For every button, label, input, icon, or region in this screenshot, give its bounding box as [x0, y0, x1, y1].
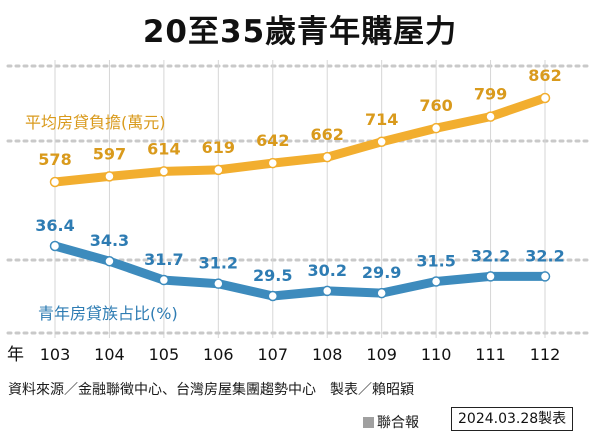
point-share-105 [158, 274, 170, 286]
value-label-mortgage-105: 614 [147, 139, 180, 158]
x-tick-107: 107 [258, 345, 289, 364]
value-label-mortgage-106: 619 [202, 138, 235, 157]
date-stamp: 2024.03.28製表 [451, 407, 574, 431]
value-label-share-103: 36.4 [35, 216, 74, 235]
point-mortgage-110 [430, 122, 442, 134]
publisher-square-icon [363, 416, 374, 428]
point-share-103 [49, 240, 61, 252]
x-tick-110: 110 [421, 345, 452, 364]
point-share-107 [267, 290, 279, 302]
value-label-share-106: 31.2 [199, 254, 238, 273]
value-label-mortgage-110: 760 [419, 96, 452, 115]
series-line-share [50, 241, 550, 301]
value-label-mortgage-107: 642 [256, 131, 289, 150]
value-label-mortgage-104: 597 [93, 144, 126, 163]
source-note: 資料來源／金融聯徵中心、台灣房屋集團趨勢中心 製表／賴昭穎 [8, 382, 414, 398]
x-tick-108: 108 [312, 345, 343, 364]
x-tick-111: 111 [475, 345, 506, 364]
chart-title: 20至35歲青年購屋力 [142, 14, 458, 50]
value-label-share-107: 29.5 [253, 266, 292, 285]
point-share-108 [321, 285, 333, 297]
x-axis-unit: 年 [7, 345, 24, 365]
value-label-mortgage-109: 714 [365, 110, 398, 129]
series-line-mortgage [50, 93, 550, 187]
publisher: 聯合報 [363, 412, 419, 432]
x-axis: 年 103 104 105 106 107 108 109 110 111 112 [7, 345, 560, 365]
point-mortgage-106 [213, 164, 224, 176]
point-mortgage-112 [539, 92, 551, 104]
series-label-share: 青年房貸族占比(%) [38, 304, 178, 323]
x-tick-112: 112 [530, 345, 561, 364]
point-mortgage-109 [376, 136, 387, 148]
value-label-share-110: 31.5 [416, 252, 455, 271]
point-share-106 [213, 278, 224, 289]
point-mortgage-104 [104, 171, 115, 182]
point-mortgage-111 [485, 111, 496, 122]
value-label-share-111: 32.2 [471, 246, 510, 265]
x-tick-109: 109 [366, 345, 397, 364]
value-label-mortgage-111: 799 [474, 85, 507, 104]
x-tick-103: 103 [40, 345, 71, 364]
value-label-mortgage-108: 662 [311, 125, 344, 144]
series-label-mortgage: 平均房貸負擔(萬元) [25, 113, 166, 132]
value-label-share-108: 30.2 [307, 261, 346, 280]
value-labels: 578 597 614 619 642 662 714 760 799 862 36.4 34.3 31… [35, 66, 564, 285]
value-label-share-104: 34.3 [90, 231, 129, 250]
point-share-109 [376, 287, 387, 299]
value-label-mortgage-103: 578 [38, 150, 71, 169]
point-share-112 [539, 271, 551, 282]
point-mortgage-103 [49, 176, 61, 188]
point-mortgage-107 [267, 157, 279, 169]
value-label-mortgage-112: 862 [528, 66, 561, 85]
x-tick-106: 106 [203, 345, 234, 364]
x-tick-104: 104 [94, 345, 125, 364]
x-tick-105: 105 [149, 345, 180, 364]
point-mortgage-108 [321, 151, 333, 163]
value-label-share-109: 29.9 [362, 263, 401, 282]
series-lines [49, 92, 551, 302]
point-share-110 [430, 276, 442, 287]
value-label-share-105: 31.7 [144, 250, 183, 269]
point-share-111 [485, 271, 496, 282]
point-share-104 [104, 255, 115, 267]
point-mortgage-105 [158, 166, 170, 177]
publisher-name: 聯合報 [377, 415, 419, 431]
value-label-share-112: 32.2 [525, 246, 564, 265]
